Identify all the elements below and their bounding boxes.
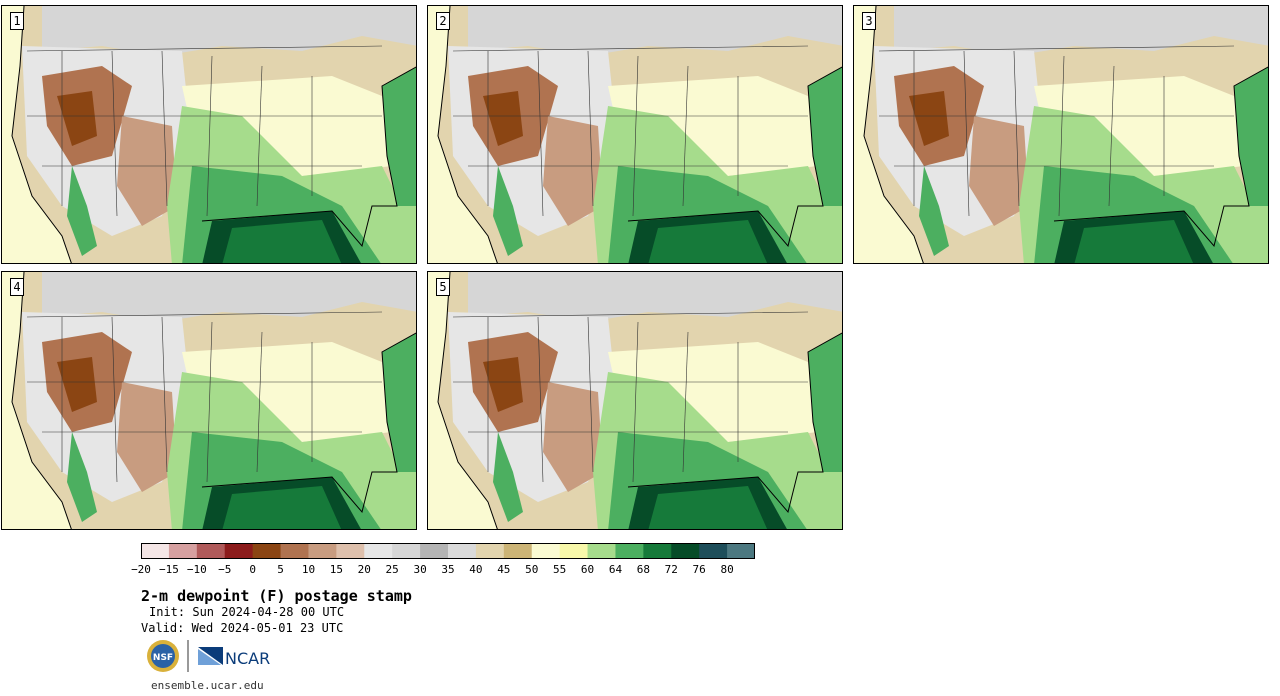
member-label: 2 — [436, 12, 450, 30]
colorbar-swatch — [727, 543, 755, 559]
member-label: 5 — [436, 278, 450, 296]
colorbar-swatch — [503, 543, 533, 559]
colorbar-swatch — [587, 543, 616, 559]
colorbar-swatch — [141, 543, 170, 559]
colorbar-tick-label: 68 — [636, 563, 650, 576]
colorbar-tick-label: 30 — [413, 563, 427, 576]
colorbar-swatch — [448, 543, 477, 559]
colorbar-swatch — [531, 543, 561, 559]
ensemble-member-map[interactable]: 2 — [427, 5, 843, 264]
colorbar-swatch — [392, 543, 421, 559]
init-time: Init: Sun 2024-04-28 00 UTC — [149, 605, 345, 619]
colorbar-swatch — [364, 543, 393, 559]
colorbar-tick-label: 5 — [277, 563, 284, 576]
member-label: 4 — [10, 278, 24, 296]
colorbar-swatch — [671, 543, 700, 559]
colorbar-swatch — [224, 543, 254, 559]
colorbar-tick-label: −10 — [186, 563, 207, 576]
colorbar-tick-label: 10 — [301, 563, 316, 576]
colorbar-tick-label: −5 — [218, 563, 232, 576]
ncar-logo: NCAR — [225, 649, 270, 668]
colorbar — [141, 543, 755, 559]
ensemble-member-map[interactable]: 3 — [853, 5, 1269, 264]
colorbar-swatch — [475, 543, 505, 559]
colorbar-tick-label: 50 — [525, 563, 539, 576]
logos: NSF NCAR — [145, 637, 275, 675]
valid-time: Valid: Wed 2024-05-01 23 UTC — [141, 621, 344, 635]
ensemble-member-map[interactable]: 5 — [427, 271, 843, 530]
colorbar-tick-label: 40 — [469, 563, 483, 576]
colorbar-tick-label: 60 — [580, 563, 595, 576]
colorbar-swatch — [643, 543, 672, 559]
colorbar-swatch — [615, 543, 644, 559]
dewpoint-map — [2, 6, 417, 264]
dewpoint-map — [428, 6, 843, 264]
colorbar-tick-label: 20 — [357, 563, 371, 576]
colorbar-ticks: −20 −15 −10 −5 0 5 10 15 20 25 30 35 40 45 50 55 60 64 68 7… — [131, 563, 781, 577]
chart-title: 2-m dewpoint (F) postage stamp — [141, 587, 412, 605]
colorbar-tick-label: 80 — [720, 563, 734, 576]
colorbar-swatch — [559, 543, 589, 559]
dewpoint-map — [2, 272, 417, 530]
colorbar-tick-label: 25 — [385, 563, 399, 576]
website-link[interactable]: ensemble.ucar.edu — [151, 679, 264, 692]
colorbar-swatch — [420, 543, 449, 559]
ensemble-member-map[interactable]: 1 — [1, 5, 417, 264]
colorbar-tick-label: 64 — [608, 563, 623, 576]
colorbar-tick-label: 72 — [664, 563, 678, 576]
nsf-logo: NSF — [153, 653, 173, 663]
member-label: 1 — [10, 12, 24, 30]
dewpoint-map — [854, 6, 1269, 264]
colorbar-swatch — [280, 543, 309, 559]
colorbar-swatch — [699, 543, 728, 559]
ensemble-member-map[interactable]: 4 — [1, 271, 417, 530]
dewpoint-map — [428, 272, 843, 530]
colorbar-tick-label: 55 — [553, 563, 567, 576]
colorbar-tick-label: 15 — [329, 563, 343, 576]
colorbar-swatch — [336, 543, 365, 559]
colorbar-tick-label: 35 — [441, 563, 455, 576]
colorbar-tick-label: 76 — [692, 563, 706, 576]
colorbar-swatch — [168, 543, 198, 559]
colorbar-tick-label: 45 — [497, 563, 511, 576]
member-label: 3 — [862, 12, 876, 30]
nsf-ncar-logos: NSF NCAR — [147, 640, 270, 672]
colorbar-swatch — [308, 543, 337, 559]
colorbar-tick-label: −15 — [158, 563, 179, 576]
colorbar-swatch — [196, 543, 226, 559]
colorbar-tick-label: −20 — [131, 563, 151, 576]
colorbar-tick-label: 0 — [249, 563, 256, 576]
colorbar-swatch — [252, 543, 282, 559]
